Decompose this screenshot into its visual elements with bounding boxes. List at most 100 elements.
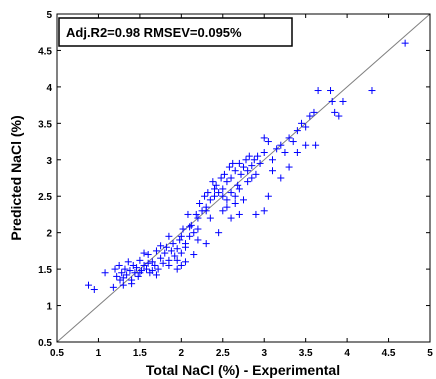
data-point (277, 141, 285, 149)
x-tick-label: 2 (179, 348, 185, 359)
y-tick-label: 3 (46, 156, 52, 167)
data-point (302, 123, 310, 131)
data-point (293, 127, 301, 135)
data-point (101, 269, 109, 277)
data-point (113, 272, 121, 280)
data-point (157, 242, 165, 250)
data-point (227, 214, 235, 222)
annotation-box (58, 17, 293, 47)
data-point (210, 185, 218, 193)
x-tick-label: 1 (96, 348, 102, 359)
data-point (151, 261, 159, 269)
data-point (227, 189, 235, 197)
data-point (248, 162, 256, 170)
data-point (111, 265, 119, 273)
data-point (229, 159, 237, 167)
y-tick-label: 1 (46, 302, 52, 313)
data-point (157, 254, 165, 262)
data-point (206, 196, 214, 204)
data-point (327, 87, 335, 95)
data-point (165, 232, 173, 240)
data-point (152, 271, 160, 279)
data-point (219, 192, 227, 200)
data-point (165, 261, 173, 269)
data-point (148, 267, 156, 275)
y-tick-label: 1.5 (38, 265, 52, 276)
data-point (134, 272, 142, 280)
y-tick-label: 2.5 (38, 192, 52, 203)
data-point (209, 178, 217, 186)
data-point (176, 236, 184, 244)
data-point (187, 221, 195, 229)
data-point (143, 265, 151, 273)
data-point (118, 269, 126, 277)
data-point (140, 261, 148, 269)
data-point (237, 170, 245, 178)
x-tick-label: 4.5 (382, 348, 396, 359)
data-point (210, 192, 218, 200)
data-point (201, 192, 209, 200)
data-point (177, 249, 185, 257)
data-point (206, 214, 214, 222)
data-point (331, 108, 339, 116)
data-point (186, 223, 194, 231)
data-point (179, 225, 187, 233)
data-point (306, 112, 314, 120)
data-point (184, 210, 192, 218)
y-axis-label: Predicted NaCl (%) (8, 115, 24, 240)
data-point (177, 261, 185, 269)
data-point (144, 251, 152, 259)
y-tick-label: 3.5 (38, 119, 52, 130)
data-point (194, 225, 202, 233)
data-point (260, 207, 268, 215)
data-point (202, 240, 210, 248)
data-point (192, 210, 200, 218)
x-tick-label: 3.5 (299, 348, 313, 359)
data-point (285, 163, 293, 171)
data-point (152, 247, 160, 255)
data-point (231, 200, 239, 208)
data-point (140, 249, 148, 257)
data-point (90, 286, 98, 294)
data-point (169, 240, 177, 248)
data-point (248, 174, 256, 182)
data-point (269, 167, 277, 175)
data-point (269, 156, 277, 164)
data-point (401, 39, 409, 47)
data-point (240, 196, 247, 204)
data-point (260, 148, 268, 156)
data-point (217, 174, 225, 182)
y-tick-label: 4.5 (38, 46, 52, 57)
data-point (245, 152, 253, 160)
data-point (115, 261, 123, 269)
y-axis-ticks: 0.5 1 1.5 2 2.5 3 3.5 4 4.5 5 (38, 10, 430, 349)
data-point (285, 134, 293, 142)
data-point (368, 87, 376, 95)
data-point (254, 152, 262, 160)
data-point (202, 207, 210, 215)
data-point (240, 163, 247, 171)
data-point (212, 181, 220, 189)
data-point (252, 170, 260, 178)
data-point (314, 87, 322, 95)
data-point (173, 256, 181, 264)
x-tick-label: 2.5 (216, 348, 230, 359)
plot-frame (56, 13, 431, 343)
data-point (133, 264, 141, 272)
data-point (190, 229, 198, 237)
data-point (250, 156, 258, 164)
data-point (235, 210, 243, 218)
data-point (281, 148, 289, 156)
data-point (161, 249, 169, 257)
data-point (171, 252, 179, 260)
data-point (273, 145, 281, 153)
data-point (223, 178, 231, 186)
data-point (312, 141, 320, 149)
data-point (177, 232, 185, 240)
data-point (289, 138, 297, 146)
y-tick-label: 2 (46, 229, 52, 240)
data-point (335, 112, 343, 120)
data-point (328, 97, 336, 105)
data-point (84, 281, 92, 289)
